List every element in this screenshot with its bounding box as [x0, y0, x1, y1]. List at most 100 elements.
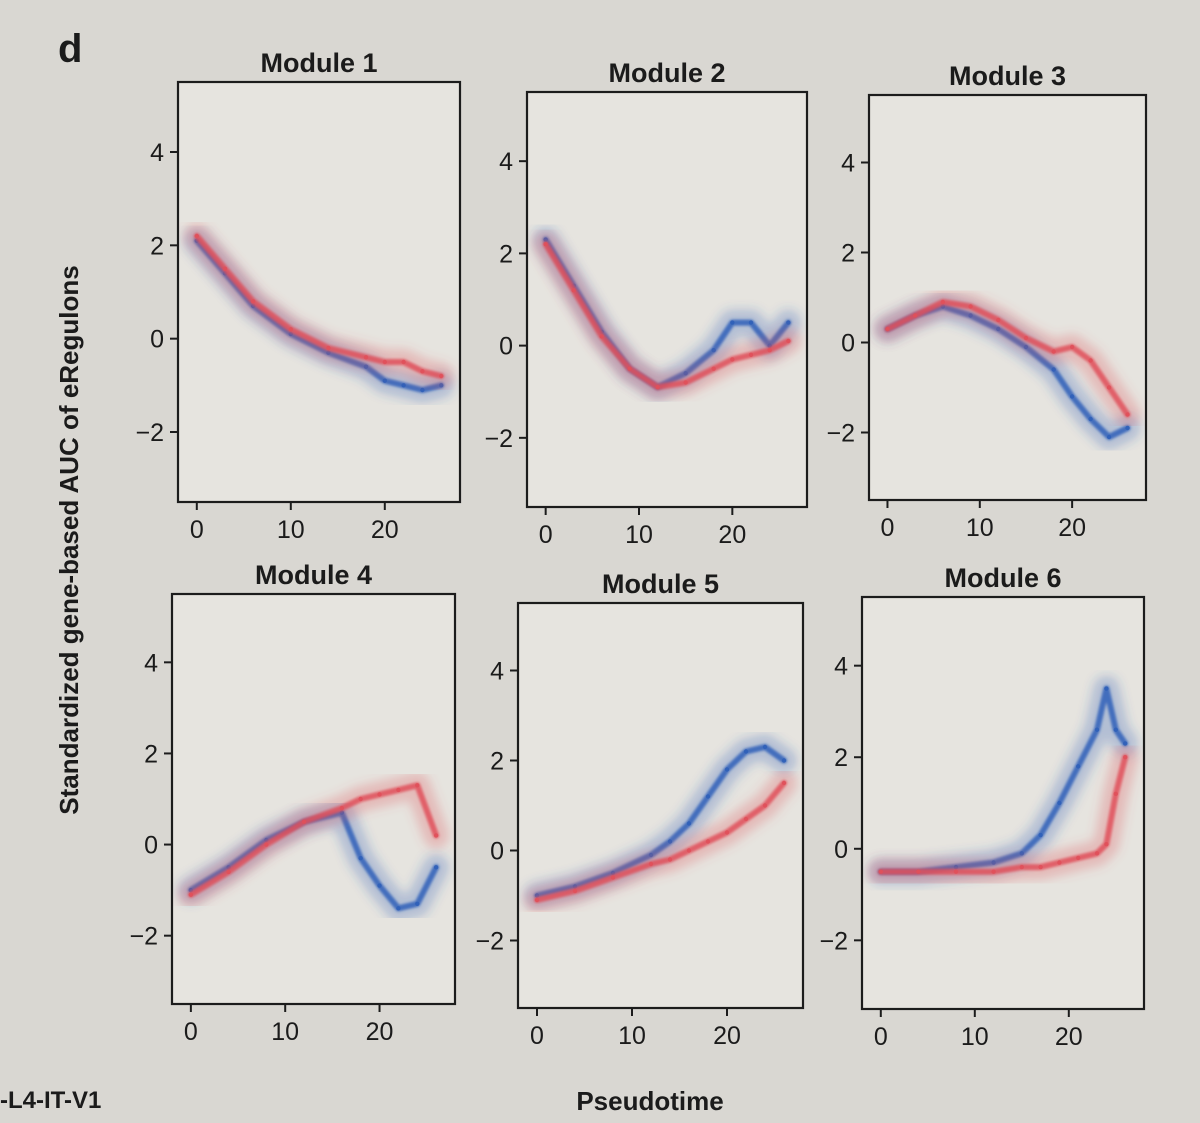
y-tick-label: 2: [841, 240, 855, 268]
module-panel: Module 2 −2 0 2 4 0 10 20: [484, 58, 809, 549]
data-point-red: [1094, 851, 1100, 856]
data-point-red: [912, 313, 918, 318]
x-tick-label: 0: [881, 514, 895, 542]
data-point-red: [377, 792, 382, 797]
data-point-red: [401, 359, 406, 365]
data-point-red: [885, 326, 890, 332]
data-point-blue: [786, 320, 791, 325]
data-point-red: [724, 830, 730, 835]
module-panel: Module 3 −2 0 2 4 0 10 20: [826, 61, 1148, 542]
data-point-red: [1023, 335, 1029, 341]
x-tick-label: 10: [277, 516, 305, 544]
data-point-red: [339, 805, 344, 811]
x-tick-label: 0: [184, 1018, 198, 1046]
data-point-blue: [1069, 394, 1075, 399]
data-point-blue: [667, 839, 673, 844]
series-group: [183, 223, 455, 403]
data-point-red: [655, 384, 660, 390]
y-tick-label: 0: [499, 333, 513, 361]
panel-title: Module 6: [944, 563, 1061, 593]
data-point-red: [1123, 755, 1128, 760]
data-point-blue: [1106, 434, 1112, 440]
series-line-red: [877, 754, 1129, 875]
x-tick-label: 20: [371, 516, 399, 544]
y-axis-title: Standardized gene-based AUC of eRegulons: [54, 265, 84, 814]
data-point-red: [667, 857, 673, 862]
y-tick-label: 0: [490, 838, 504, 866]
data-point-blue: [396, 906, 401, 911]
plot-area-frame: [860, 595, 1146, 1011]
panel-title: Module 5: [602, 569, 719, 599]
data-point-blue: [730, 320, 735, 325]
y-tick-label: −2: [129, 923, 158, 951]
y-tick-label: 2: [150, 232, 164, 260]
data-point-red: [743, 816, 749, 822]
y-tick-label: 2: [834, 744, 848, 772]
data-point-red: [1057, 860, 1062, 865]
panel-title: Module 2: [608, 58, 725, 88]
y-tick-label: −2: [475, 928, 504, 956]
data-point-red: [534, 897, 540, 903]
data-point-red: [326, 345, 331, 351]
y-tick-label: −2: [826, 420, 855, 448]
data-point-red: [781, 780, 787, 786]
module-panel: Module 5 −2 0 2 4 0 10 20: [475, 569, 805, 1050]
series-group: [524, 734, 797, 913]
data-point-blue: [705, 794, 711, 799]
data-point-red: [543, 241, 548, 247]
data-point-red: [1019, 864, 1024, 870]
y-tick-label: 4: [490, 658, 504, 686]
x-tick-label: 10: [618, 1022, 646, 1050]
data-point-red: [767, 348, 772, 353]
x-axis-title: Pseudotime: [576, 1086, 723, 1116]
series-group: [867, 675, 1139, 885]
y-tick-label: 0: [144, 832, 158, 860]
x-tick-label: 10: [271, 1018, 299, 1046]
data-point-blue: [377, 883, 382, 888]
data-point-red: [301, 819, 307, 824]
data-point-red: [420, 369, 425, 374]
data-point-red: [1076, 855, 1081, 861]
data-point-blue: [1113, 727, 1119, 732]
module-panel: Module 4 −2 0 2 4 0 10 20: [129, 560, 457, 1046]
series-line-red: [187, 782, 440, 898]
data-point-red: [363, 355, 369, 360]
data-point-blue: [686, 821, 692, 826]
data-point-red: [1088, 358, 1093, 363]
x-tick-label: 0: [530, 1022, 544, 1050]
x-tick-label: 10: [961, 1023, 989, 1051]
y-tick-label: 2: [144, 740, 158, 768]
y-tick-label: 4: [144, 649, 158, 677]
data-point-red: [1125, 412, 1130, 417]
data-point-blue: [433, 865, 439, 870]
module-panel: Module 1 −2 0 2 4 0 10 20: [135, 48, 462, 544]
data-point-red: [648, 861, 654, 867]
plot-area-frame: [176, 80, 462, 504]
data-point-blue: [724, 767, 730, 772]
series-group: [532, 226, 802, 401]
data-point-red: [222, 266, 228, 271]
data-point-blue: [415, 901, 420, 906]
panel-title: Module 3: [949, 61, 1066, 91]
data-point-red: [996, 317, 1001, 323]
data-point-red: [572, 888, 578, 894]
data-point-blue: [1076, 764, 1081, 769]
data-point-blue: [401, 383, 406, 388]
data-point-red: [1038, 864, 1043, 870]
data-point-red: [610, 875, 616, 880]
data-point-red: [1106, 385, 1112, 390]
panel-letter: d: [58, 27, 82, 71]
series-group: [874, 289, 1141, 450]
data-point-red: [940, 299, 946, 305]
data-point-blue: [743, 749, 749, 754]
data-point-red: [1051, 349, 1056, 354]
y-tick-label: 2: [499, 240, 513, 268]
series-line-red: [193, 233, 445, 379]
data-point-blue: [1104, 686, 1109, 691]
panel-title: Module 4: [255, 560, 372, 590]
data-point-red: [878, 869, 883, 874]
data-point-red: [194, 233, 199, 239]
data-point-blue: [1051, 367, 1056, 372]
data-point-blue: [382, 378, 387, 383]
